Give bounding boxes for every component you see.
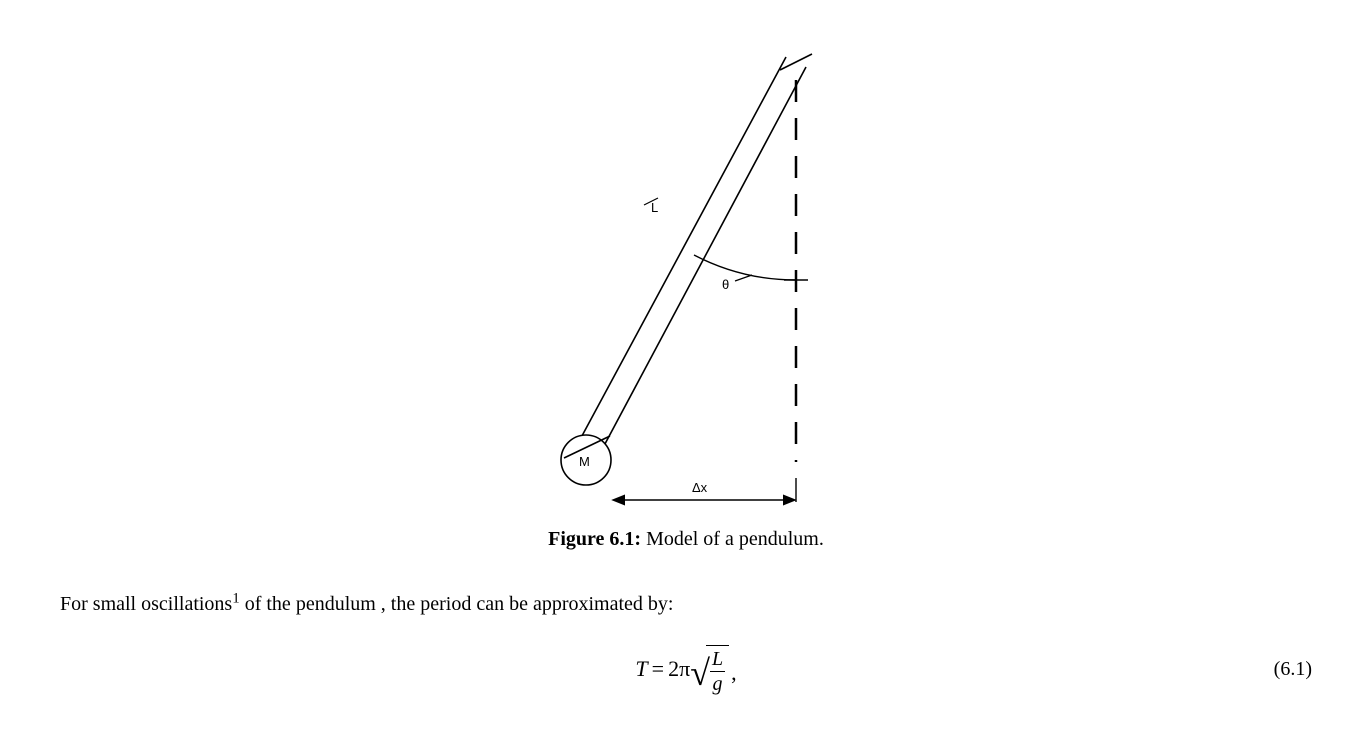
figure-caption-label: Figure 6.1: [548, 528, 641, 550]
figure-caption-text: Model of a pendulum. [641, 528, 824, 550]
label-delta-x: Δx [692, 480, 708, 495]
equation-number: (6.1) [1274, 658, 1312, 681]
fraction: L g [710, 649, 725, 694]
body-text-after: of the pendulum , the period can be appr… [240, 593, 674, 615]
figure-container: L θ Δx M Figure 6.1: Model of a pendulum… [60, 30, 1312, 551]
eq-equals: = [652, 656, 664, 682]
sqrt: √ L g [692, 645, 729, 694]
footnote-marker: 1 [232, 590, 240, 606]
rod-line-right [598, 67, 806, 457]
pivot-cap [780, 54, 812, 70]
pendulum-diagram: L θ Δx M [516, 30, 856, 520]
rod-line-left [576, 57, 786, 447]
body-text-before: For small oscillations [60, 593, 232, 615]
equation-row: T = 2π √ L g , (6.1) [60, 634, 1312, 704]
label-theta: θ [722, 277, 729, 292]
eq-lhs: T [635, 656, 647, 682]
body-paragraph: For small oscillations1 of the pendulum … [60, 593, 1312, 616]
figure-caption: Figure 6.1: Model of a pendulum. [548, 528, 824, 551]
theta-leader [735, 275, 752, 281]
equation: T = 2π √ L g , [635, 645, 736, 694]
angle-arc [694, 255, 796, 280]
sqrt-symbol: √ [690, 655, 710, 691]
label-M: M [579, 454, 590, 469]
label-L: L [651, 200, 658, 215]
eq-comma: , [731, 660, 737, 686]
eq-coeff: 2π [668, 656, 690, 682]
page: L θ Δx M Figure 6.1: Model of a pendulum… [0, 0, 1372, 736]
fraction-denominator: g [711, 672, 725, 694]
fraction-numerator: L [710, 649, 725, 672]
